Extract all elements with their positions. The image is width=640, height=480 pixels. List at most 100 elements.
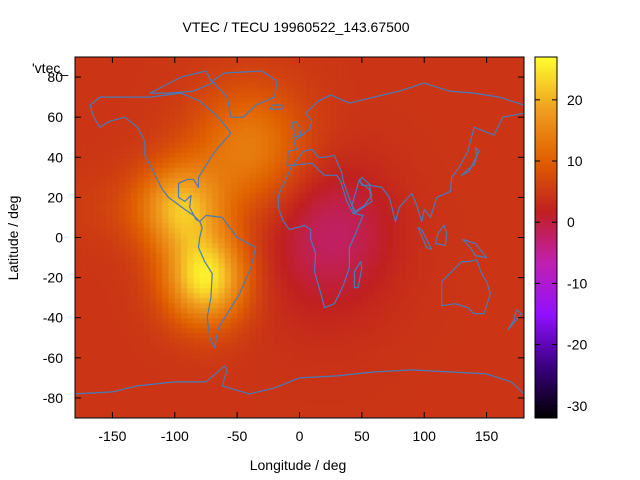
heat-cell	[218, 412, 226, 418]
heat-cell	[118, 137, 126, 143]
heat-cell	[386, 327, 394, 334]
heat-cell	[343, 112, 350, 118]
heat-cell	[218, 217, 226, 224]
heat-cell	[230, 377, 238, 384]
heat-cell	[249, 107, 257, 113]
heat-cell	[461, 387, 469, 394]
heat-cell	[355, 102, 363, 108]
heat-cell	[137, 242, 145, 249]
heat-cell	[224, 347, 232, 354]
heat-cell	[168, 287, 176, 294]
heat-cell	[386, 382, 394, 389]
heat-cell	[449, 197, 457, 204]
heat-cell	[449, 302, 457, 309]
heat-cell	[199, 72, 207, 78]
heat-cell	[205, 187, 213, 193]
heat-cell	[262, 82, 269, 88]
heat-cell	[449, 77, 457, 83]
heat-cell	[262, 242, 269, 249]
heat-cell	[149, 102, 157, 108]
heat-cell	[405, 287, 413, 294]
heat-cell	[249, 362, 257, 369]
heat-cell	[137, 402, 145, 409]
heat-cell	[243, 247, 251, 254]
heat-cell	[137, 162, 145, 168]
heat-cell	[361, 287, 369, 294]
heat-cell	[131, 227, 138, 234]
heat-cell	[461, 157, 469, 163]
heat-cell	[274, 147, 282, 153]
heat-cell	[162, 302, 170, 309]
heat-cell	[380, 122, 388, 128]
heat-cell	[168, 357, 176, 364]
heat-cell	[262, 312, 269, 319]
heat-cell	[299, 192, 307, 198]
heat-cell	[268, 342, 276, 349]
heat-cell	[143, 77, 151, 83]
heat-cell	[255, 392, 263, 399]
heat-cell	[361, 292, 369, 299]
heat-cell	[449, 402, 457, 409]
heat-cell	[212, 177, 220, 183]
heat-cell	[112, 347, 120, 354]
heat-cell	[174, 87, 182, 93]
heat-cell	[386, 102, 394, 108]
heat-cell	[287, 197, 294, 204]
heat-cell	[106, 267, 114, 274]
heat-cell	[268, 347, 276, 354]
heat-cell	[374, 267, 382, 274]
heat-cell	[449, 82, 457, 88]
heat-cell	[424, 112, 432, 118]
heat-cell	[249, 307, 257, 314]
heat-cell	[162, 367, 170, 374]
heat-cell	[480, 62, 488, 68]
heat-cell	[374, 282, 382, 289]
heat-cell	[131, 407, 138, 414]
heat-cell	[305, 177, 313, 183]
heat-cell	[106, 152, 114, 158]
heat-cell	[106, 287, 114, 294]
heat-cell	[424, 227, 432, 234]
heat-cell	[187, 222, 195, 229]
heat-cell	[417, 392, 425, 399]
heat-cell	[368, 357, 375, 364]
heat-cell	[187, 82, 195, 88]
heat-cell	[449, 57, 457, 63]
heat-cell	[461, 312, 469, 319]
heat-cell	[374, 202, 382, 209]
heat-cell	[361, 332, 369, 339]
heat-cell	[436, 277, 444, 284]
heat-cell	[474, 112, 481, 118]
heat-cell	[137, 267, 145, 274]
heat-cell	[336, 402, 344, 409]
heat-cell	[274, 302, 282, 309]
heat-cell	[255, 272, 263, 279]
heat-cell	[255, 267, 263, 274]
heat-cell	[436, 387, 444, 394]
heat-cell	[405, 392, 413, 399]
heat-cell	[324, 352, 332, 359]
heat-cell	[374, 397, 382, 404]
heat-cell	[311, 97, 319, 103]
heat-cell	[424, 292, 432, 299]
heat-cell	[417, 82, 425, 88]
heat-cell	[274, 367, 282, 374]
heat-cell	[193, 397, 201, 404]
heat-cell	[492, 312, 500, 319]
heat-cell	[361, 132, 369, 138]
heat-cell	[162, 247, 170, 254]
heat-cell	[224, 342, 232, 349]
heat-cell	[230, 132, 238, 138]
heat-cell	[293, 262, 301, 269]
heat-cell	[305, 392, 313, 399]
heat-cell	[380, 207, 388, 214]
heat-cell	[324, 412, 332, 418]
heat-cell	[386, 402, 394, 409]
heat-cell	[461, 302, 469, 309]
heat-cell	[112, 222, 120, 229]
heat-cell	[393, 347, 400, 354]
heat-cell	[118, 357, 126, 364]
heat-cell	[174, 132, 182, 138]
heat-cell	[424, 222, 432, 229]
heat-cell	[343, 307, 350, 314]
